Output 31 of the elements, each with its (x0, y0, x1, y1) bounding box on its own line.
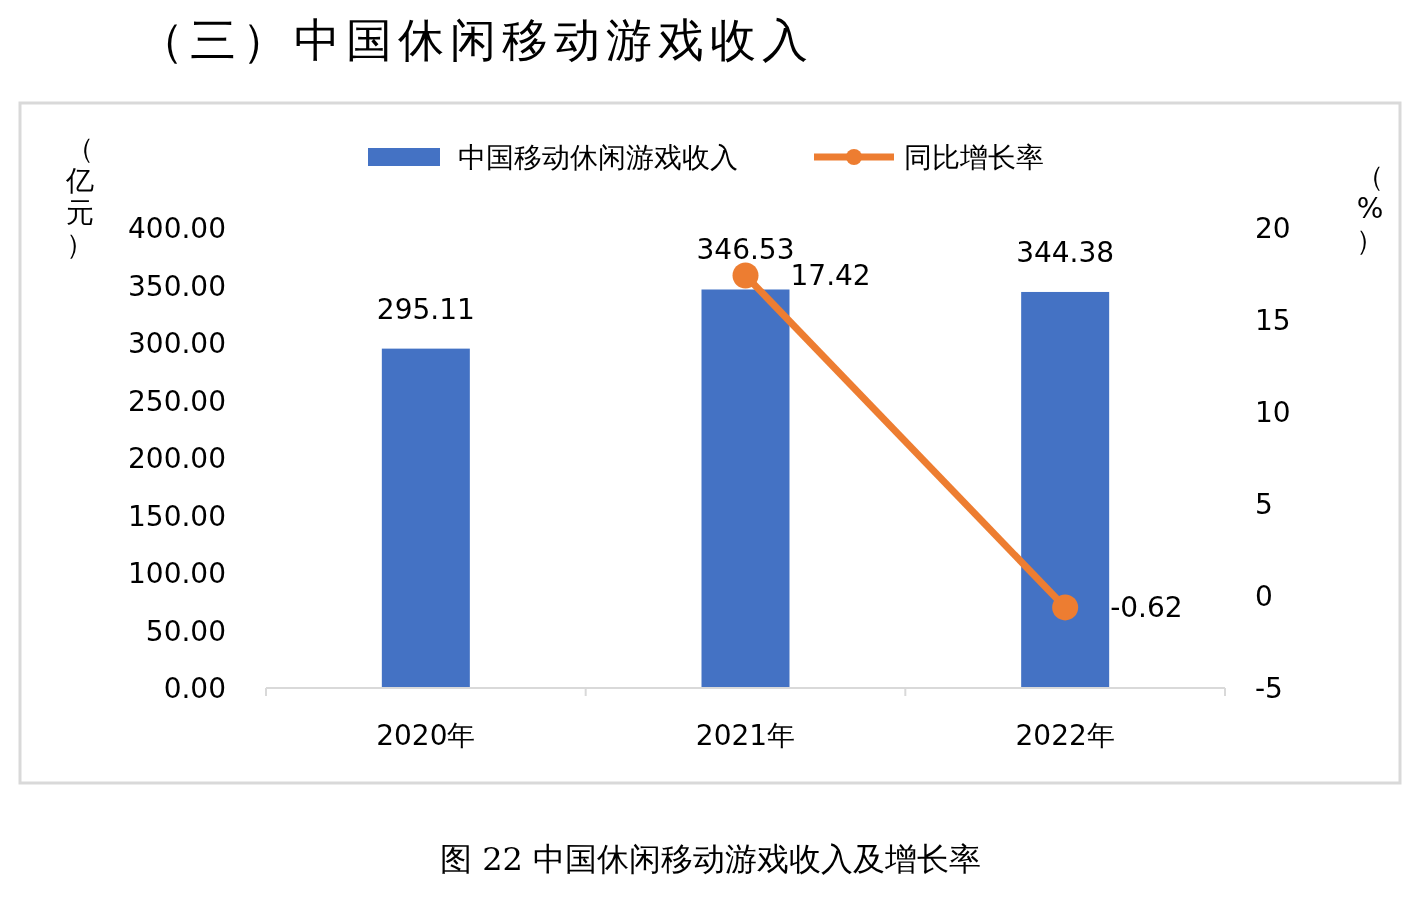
data-label: 17.42 (790, 259, 871, 293)
bar (1021, 291, 1110, 688)
y2-tick-label: 10 (1255, 396, 1291, 429)
y-tick-label: 400.00 (128, 212, 226, 245)
x-tick-label: 2020年 (376, 719, 476, 752)
y-tick-label: 350.00 (128, 269, 226, 303)
y2-tick-label: 5 (1255, 488, 1273, 521)
chart-title: （三）中国休闲移动游戏收入 (138, 13, 814, 67)
caption: 图 22 中国休闲移动游戏收入及增长率 (439, 840, 982, 878)
y-tick-label: 0.00 (163, 672, 226, 705)
y-axis-title: （亿元） (65, 132, 94, 261)
y2-tick-label: 20 (1255, 212, 1291, 245)
y-tick-label: 50.00 (145, 614, 226, 648)
y-tick-label: 250.00 (128, 384, 226, 418)
y-tick-label: 150.00 (128, 499, 226, 533)
y-tick-label: 300.00 (128, 327, 226, 360)
x-tick-label: 2022年 (1015, 719, 1115, 752)
legend-label: 中国移动休闲游戏收入 (458, 141, 738, 174)
legend-label: 同比增长率 (904, 141, 1044, 174)
y2-tick-label: -5 (1255, 672, 1283, 705)
bar (381, 348, 470, 688)
x-tick-label: 2021年 (695, 719, 796, 752)
bar (701, 289, 790, 688)
data-label: 344.38 (1016, 235, 1115, 269)
y-tick-label: 100.00 (128, 557, 226, 590)
data-label: 295.11 (376, 292, 475, 326)
y2-axis-title: （%） (1356, 160, 1384, 257)
y-tick-label: 200.00 (128, 442, 226, 475)
data-label: -0.62 (1110, 591, 1183, 625)
y2-tick-label: 15 (1255, 304, 1291, 337)
y2-tick-label: 0 (1255, 580, 1273, 613)
